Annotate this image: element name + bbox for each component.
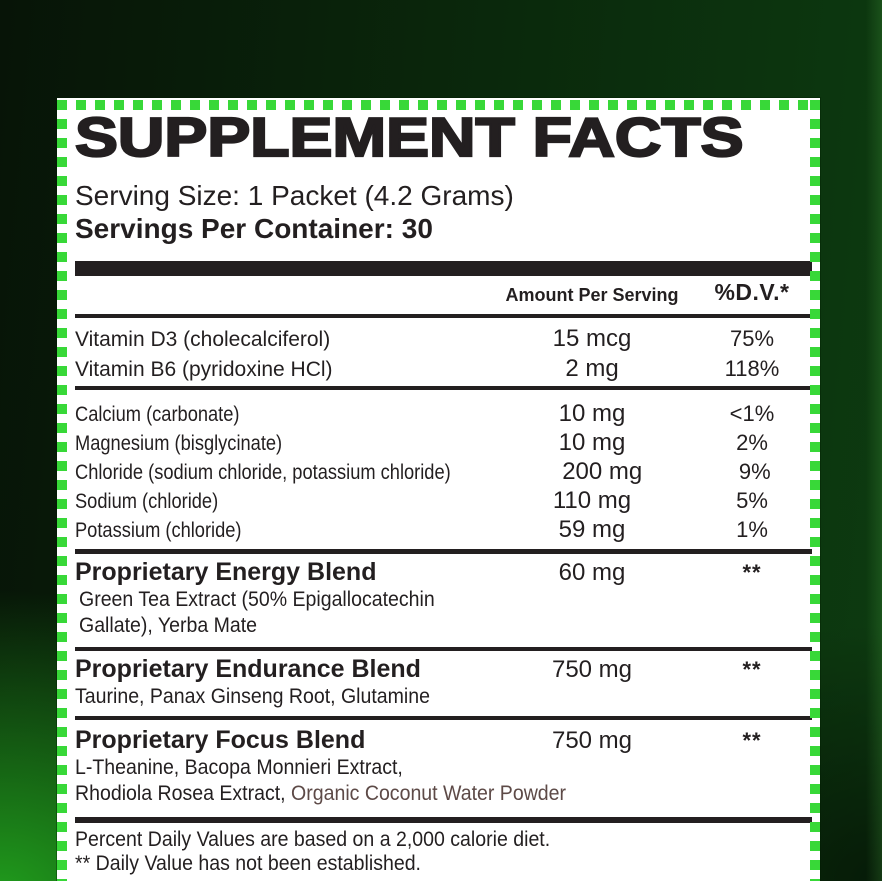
dashed-border-top <box>57 100 820 110</box>
footnote-daily-values: Percent Daily Values are based on a 2,00… <box>75 828 551 851</box>
blend-name: Proprietary Focus Blend <box>75 726 366 754</box>
blend-ingredients-line: Gallate), Yerba Mate <box>79 614 258 637</box>
blend-amount: 750 mg <box>551 727 633 754</box>
label-title: SUPPLEMENT FACTS <box>74 106 745 168</box>
blend-title-row: Proprietary Endurance Blend 750 mg ** <box>75 655 812 684</box>
blend-title-row: Proprietary Focus Blend 750 mg ** <box>75 726 812 755</box>
nutrient-amount: 10 mg <box>558 400 626 427</box>
label-content: SUPPLEMENT FACTS Serving Size: 1 Packet … <box>57 106 820 881</box>
nutrient-dv: 118% <box>724 356 780 381</box>
blend-name: Proprietary Energy Blend <box>75 558 377 586</box>
blend-amount: 60 mg <box>558 559 626 586</box>
divider-thick-top <box>75 261 812 276</box>
amount-per-serving-header: Amount Per Serving <box>505 285 679 305</box>
table-row: Calcium (carbonate) 10 mg <1% <box>75 400 812 429</box>
divider-energy-endurance <box>75 647 812 651</box>
energy-blend-section: Proprietary Energy Blend 60 mg ** Green … <box>75 558 812 639</box>
table-row: Sodium (chloride) 110 mg 5% <box>75 487 812 516</box>
table-row: Vitamin B6 (pyridoxine HCl) 2 mg 118% <box>75 354 812 384</box>
nutrient-name: Magnesium (bisglycinate) <box>75 432 283 455</box>
vitamins-section: Vitamin D3 (cholecalciferol) 15 mcg 75% … <box>75 318 812 386</box>
divider-below-header <box>75 314 812 318</box>
serving-size-text: Serving Size: 1 Packet (4.2 Grams) <box>75 180 514 211</box>
divider-vitamins-minerals <box>75 386 812 390</box>
nutrient-name: Vitamin B6 (pyridoxine HCl) <box>75 358 333 381</box>
table-row: Magnesium (bisglycinate) 10 mg 2% <box>75 429 812 458</box>
dashed-border-left <box>57 100 67 881</box>
blend-ingredients-line: Taurine, Panax Ginseng Root, Glutamine <box>75 685 430 708</box>
focus-blend-section: Proprietary Focus Blend 750 mg ** L-Thea… <box>75 726 812 807</box>
nutrient-amount: 2 mg <box>565 355 619 382</box>
nutrient-name: Calcium (carbonate) <box>75 403 240 426</box>
blend-ingredients-line: Rhodiola Rosea Extract, <box>75 782 292 805</box>
blend-dv: ** <box>742 560 762 585</box>
supplement-facts-panel: SUPPLEMENT FACTS Serving Size: 1 Packet … <box>57 98 820 881</box>
dashed-border-right <box>810 100 820 881</box>
blend-title-row: Proprietary Energy Blend 60 mg ** <box>75 558 812 587</box>
blend-dv: ** <box>742 728 762 753</box>
nutrient-amount: 10 mg <box>558 429 626 456</box>
divider-minerals-blends <box>75 549 812 554</box>
table-row: Chloride (sodium chloride, potassium chl… <box>75 458 812 487</box>
nutrient-dv: 75% <box>729 326 775 351</box>
column-header-row: Amount Per Serving %D.V.* <box>75 279 812 306</box>
blend-ingredients-line: L-Theanine, Bacopa Monnieri Extract, <box>75 756 403 779</box>
nutrient-dv: 2% <box>736 430 768 455</box>
nutrient-amount: 200 mg <box>562 458 643 485</box>
nutrient-dv: 5% <box>736 488 768 513</box>
blend-amount: 750 mg <box>551 656 633 683</box>
blend-ingredients-line: Green Tea Extract (50% Epigallocatechin <box>79 588 435 611</box>
nutrient-dv: 1% <box>736 517 768 542</box>
blend-dv: ** <box>742 657 762 682</box>
table-row: Vitamin D3 (cholecalciferol) 15 mcg 75% <box>75 324 812 354</box>
nutrient-dv: 9% <box>738 459 771 484</box>
divider-above-footnotes <box>75 817 812 823</box>
nutrient-name: Chloride (sodium chloride, potassium chl… <box>75 461 451 484</box>
nutrient-name: Potassium (chloride) <box>75 519 242 542</box>
nutrient-name: Sodium (chloride) <box>75 490 219 513</box>
table-row: Potassium (chloride) 59 mg 1% <box>75 516 812 545</box>
footnote-dv-not-established: ** Daily Value has not been established. <box>75 852 421 875</box>
blend-ingredient-highlight: Organic Coconut Water Powder <box>291 782 567 805</box>
servings-per-container-text: Servings Per Container: 30 <box>75 213 433 244</box>
nutrient-dv: <1% <box>729 401 775 426</box>
divider-endurance-focus <box>75 716 812 720</box>
minerals-section: Calcium (carbonate) 10 mg <1% Magnesium … <box>75 394 812 549</box>
endurance-blend-section: Proprietary Endurance Blend 750 mg ** Ta… <box>75 655 812 710</box>
nutrient-amount: 59 mg <box>558 516 626 543</box>
nutrient-amount: 15 mcg <box>552 325 632 352</box>
percent-dv-header: %D.V.* <box>714 279 790 305</box>
blend-name: Proprietary Endurance Blend <box>75 655 421 683</box>
nutrient-amount: 110 mg <box>552 487 632 514</box>
nutrient-name: Vitamin D3 (cholecalciferol) <box>75 328 331 351</box>
